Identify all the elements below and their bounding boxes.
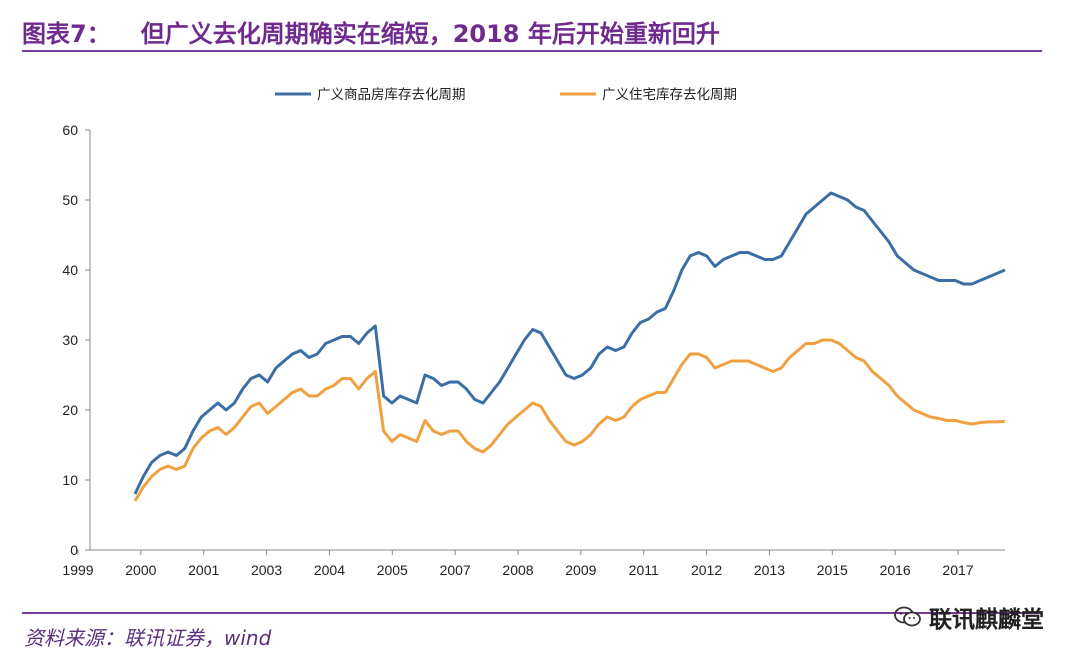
y-tick-label: 30 <box>62 332 78 348</box>
watermark: 联讯麒麟堂 <box>893 600 1044 634</box>
y-tick-label: 50 <box>62 192 78 208</box>
y-tick-label: 60 <box>62 122 78 138</box>
x-tick-label: 2007 <box>440 562 471 578</box>
y-tick-label: 40 <box>62 262 78 278</box>
source-note: 资料来源：联讯证券，wind <box>24 626 272 650</box>
x-tick-label: 2001 <box>188 562 219 578</box>
x-tick-label: 2013 <box>754 562 785 578</box>
series-line-2 <box>133 338 1006 502</box>
figure-title-text: 但广义去化周期确实在缩短，2018 年后开始重新回升 <box>140 20 720 48</box>
watermark-text: 联讯麒麟堂 <box>929 607 1044 633</box>
x-tick-label: 2011 <box>629 562 659 578</box>
x-tick-label: 2009 <box>565 562 596 578</box>
x-tick-label: 2016 <box>880 562 911 578</box>
x-tick-label: 2015 <box>817 562 848 578</box>
x-tick-label: 2004 <box>314 562 345 578</box>
title-divider <box>22 50 1042 52</box>
legend-label-1: 广义商品房库存去化周期 <box>317 87 466 103</box>
y-tick-label: 20 <box>62 402 78 418</box>
series-line-1 <box>133 191 1006 495</box>
x-tick-label: 2012 <box>691 562 722 578</box>
x-tick-label: 2008 <box>502 562 533 578</box>
chart-plot <box>133 191 1006 502</box>
chart-legend: 广义商品房库存去化周期 广义住宅库存去化周期 <box>275 87 737 103</box>
x-tick-label: 2005 <box>377 562 408 578</box>
x-tick-label: 2003 <box>251 562 282 578</box>
y-tick-label: 0 <box>70 542 78 558</box>
figure-title: 图表7： 但广义去化周期确实在缩短，2018 年后开始重新回升 <box>22 14 720 49</box>
legend-label-2: 广义住宅库存去化周期 <box>602 87 737 103</box>
x-tick-label: 1999 <box>62 562 93 578</box>
chart-axes: 0 10 20 30 40 50 60 1999 2000 2001 2003 2004 2005 200… <box>62 122 1005 578</box>
y-tick-label: 10 <box>62 472 78 488</box>
figure-label: 图表7： <box>22 20 111 48</box>
wechat-icon <box>894 606 921 627</box>
x-tick-label: 2017 <box>942 562 973 578</box>
x-tick-label: 2000 <box>125 562 156 578</box>
line-chart: 0 10 20 30 40 50 60 1999 2000 2001 2003 2004 2005 200… <box>62 87 1006 578</box>
footer-divider <box>22 612 1042 614</box>
